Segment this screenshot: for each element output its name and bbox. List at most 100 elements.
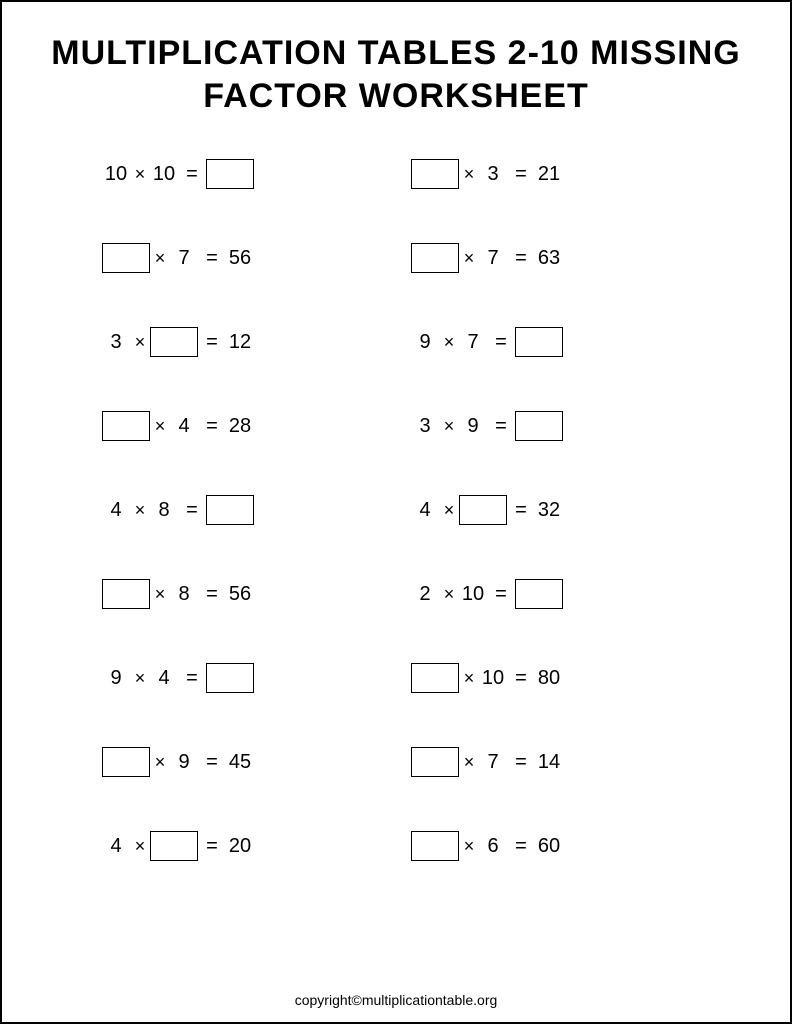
result-value: 28 — [226, 411, 254, 441]
factor-b-value: 6 — [479, 831, 507, 861]
multiply-operator: × — [150, 752, 170, 773]
factor-a-blank-box[interactable] — [411, 831, 459, 861]
problem-row: ×4=28 — [102, 409, 381, 443]
multiply-operator: × — [439, 332, 459, 353]
problem-row: ×3=21 — [411, 157, 690, 191]
factor-a-blank-box[interactable] — [411, 747, 459, 777]
factor-b-value: 7 — [479, 747, 507, 777]
equals-sign: = — [507, 163, 535, 186]
problem-row: ×9=45 — [102, 745, 381, 779]
result-value: 63 — [535, 243, 563, 273]
factor-b-value: 10 — [459, 579, 487, 609]
result-value: 80 — [535, 663, 563, 693]
result-blank-box[interactable] — [206, 663, 254, 693]
equals-sign: = — [487, 331, 515, 354]
result-value: 12 — [226, 327, 254, 357]
multiply-operator: × — [150, 248, 170, 269]
factor-a-blank-box[interactable] — [102, 747, 150, 777]
result-value: 45 — [226, 747, 254, 777]
factor-a-value: 3 — [411, 411, 439, 441]
factor-b-blank-box[interactable] — [150, 327, 198, 357]
factor-a-blank-box[interactable] — [411, 663, 459, 693]
result-blank-box[interactable] — [515, 411, 563, 441]
factor-b-value: 3 — [479, 159, 507, 189]
equals-sign: = — [487, 583, 515, 606]
multiply-operator: × — [150, 416, 170, 437]
factor-b-value: 9 — [459, 411, 487, 441]
result-blank-box[interactable] — [515, 579, 563, 609]
factor-a-blank-box[interactable] — [102, 579, 150, 609]
problem-row: 4×=32 — [411, 493, 690, 527]
equals-sign: = — [178, 499, 206, 522]
problem-row: ×7=14 — [411, 745, 690, 779]
factor-b-value: 8 — [150, 495, 178, 525]
problems-grid: 10×10=×3=21×7=56×7=633×=129×7=×4=283×9=4… — [42, 157, 750, 863]
factor-b-value: 4 — [170, 411, 198, 441]
factor-a-value: 10 — [102, 159, 130, 189]
equals-sign: = — [198, 835, 226, 858]
result-value: 56 — [226, 579, 254, 609]
result-value: 20 — [226, 831, 254, 861]
factor-a-value: 4 — [102, 495, 130, 525]
factor-b-value: 7 — [459, 327, 487, 357]
multiply-operator: × — [439, 500, 459, 521]
page-title: Multiplication Tables 2-10 Missing Facto… — [42, 32, 750, 117]
multiply-operator: × — [130, 500, 150, 521]
copyright-text: copyright©multiplicationtable.org — [2, 992, 790, 1008]
result-blank-box[interactable] — [515, 327, 563, 357]
factor-b-blank-box[interactable] — [150, 831, 198, 861]
factor-a-blank-box[interactable] — [411, 159, 459, 189]
problem-row: ×8=56 — [102, 577, 381, 611]
result-value: 56 — [226, 243, 254, 273]
problem-row: 4× =20 — [102, 829, 381, 863]
problem-row: ×10=80 — [411, 661, 690, 695]
multiply-operator: × — [459, 668, 479, 689]
factor-a-value: 9 — [102, 663, 130, 693]
problem-row: 9×4= — [102, 661, 381, 695]
factor-b-value: 10 — [150, 159, 178, 189]
result-value: 14 — [535, 747, 563, 777]
factor-a-blank-box[interactable] — [102, 243, 150, 273]
multiply-operator: × — [130, 836, 150, 857]
problem-row: 4×8= — [102, 493, 381, 527]
multiply-operator: × — [459, 164, 479, 185]
factor-a-blank-box[interactable] — [102, 411, 150, 441]
problem-row: 9×7= — [411, 325, 690, 359]
problem-row: 3× =12 — [102, 325, 381, 359]
factor-a-value: 4 — [411, 495, 439, 525]
multiply-operator: × — [130, 332, 150, 353]
result-value: 60 — [535, 831, 563, 861]
multiply-operator: × — [439, 416, 459, 437]
multiply-operator: × — [459, 836, 479, 857]
problem-row: 10×10= — [102, 157, 381, 191]
multiply-operator: × — [459, 248, 479, 269]
equals-sign: = — [198, 415, 226, 438]
problem-row: ×6=60 — [411, 829, 690, 863]
equals-sign: = — [198, 247, 226, 270]
equals-sign: = — [198, 751, 226, 774]
factor-b-value: 4 — [150, 663, 178, 693]
multiply-operator: × — [439, 584, 459, 605]
result-blank-box[interactable] — [206, 495, 254, 525]
problem-row: ×7=63 — [411, 241, 690, 275]
equals-sign: = — [507, 499, 535, 522]
equals-sign: = — [507, 667, 535, 690]
multiply-operator: × — [130, 164, 150, 185]
factor-a-value: 9 — [411, 327, 439, 357]
problem-row: 2×10= — [411, 577, 690, 611]
factor-b-value: 7 — [479, 243, 507, 273]
factor-b-value: 8 — [170, 579, 198, 609]
problem-row: ×7=56 — [102, 241, 381, 275]
equals-sign: = — [198, 331, 226, 354]
factor-a-value: 4 — [102, 831, 130, 861]
factor-a-blank-box[interactable] — [411, 243, 459, 273]
problem-row: 3×9= — [411, 409, 690, 443]
result-value: 21 — [535, 159, 563, 189]
result-blank-box[interactable] — [206, 159, 254, 189]
equals-sign: = — [178, 667, 206, 690]
factor-b-blank-box[interactable] — [459, 495, 507, 525]
factor-a-value: 3 — [102, 327, 130, 357]
multiply-operator: × — [130, 668, 150, 689]
multiply-operator: × — [150, 584, 170, 605]
equals-sign: = — [178, 163, 206, 186]
